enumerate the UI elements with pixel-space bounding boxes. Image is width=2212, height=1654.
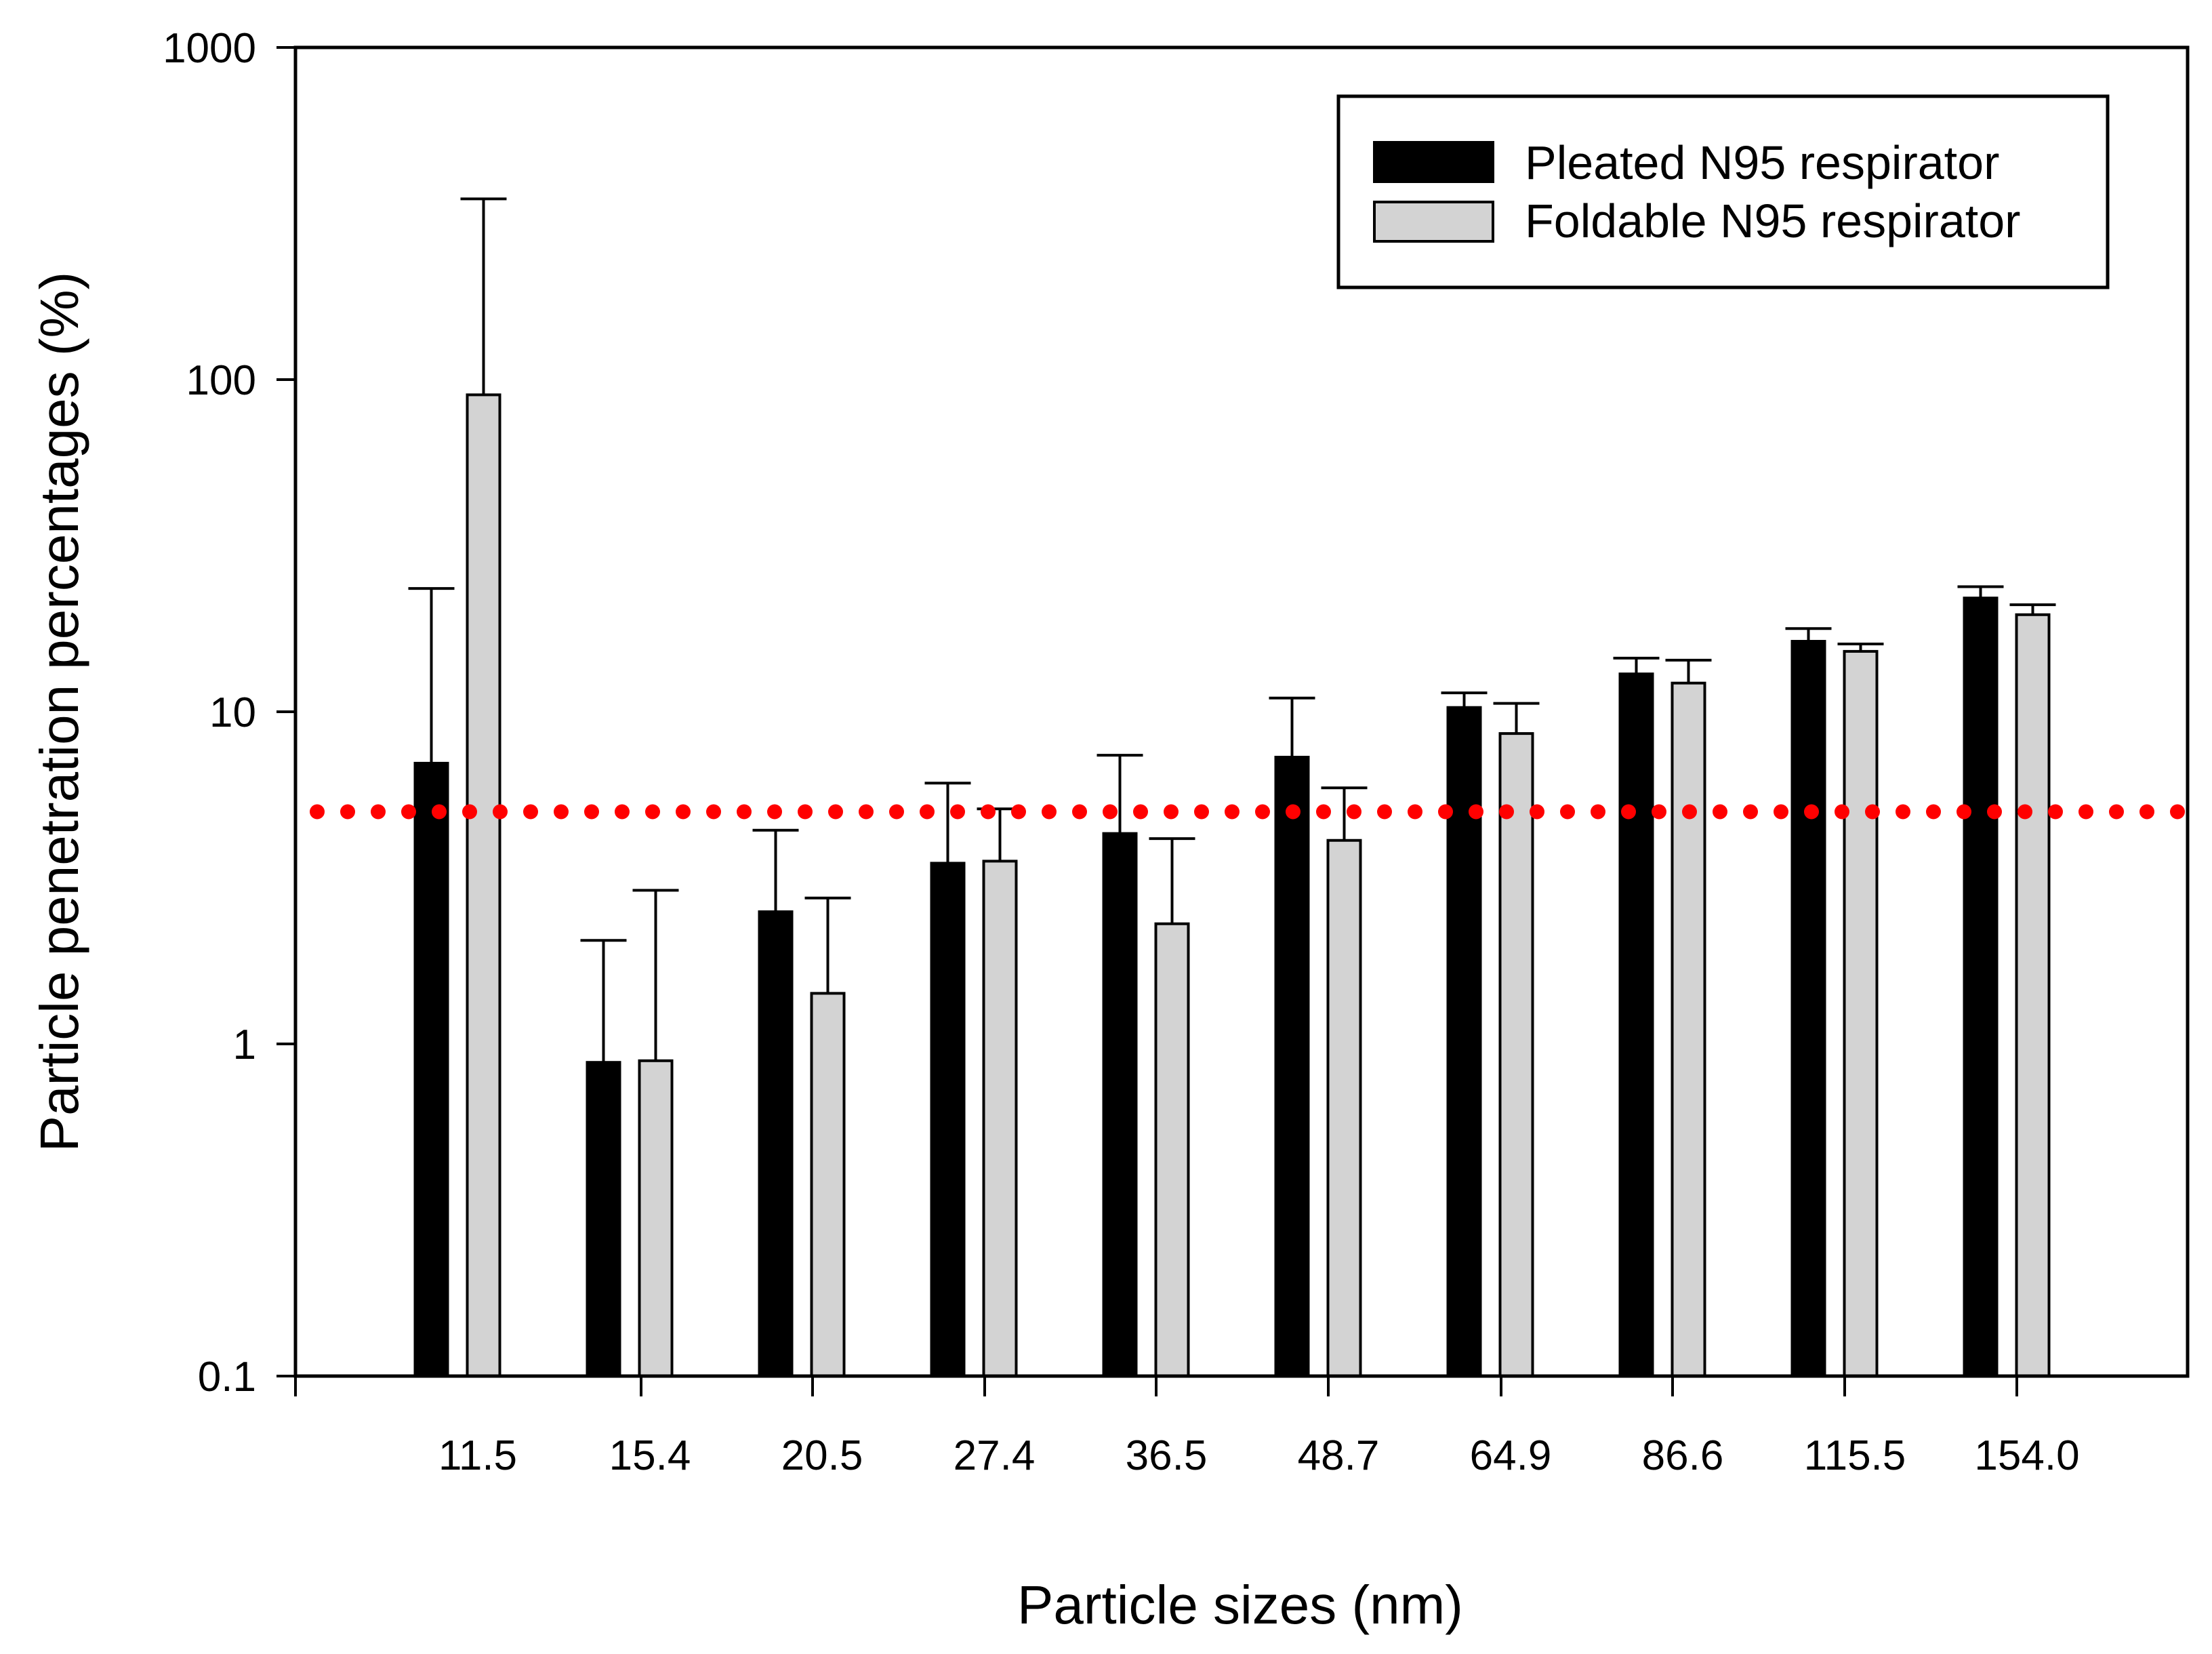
x-tick-label-27.4: 27.4 (954, 1432, 1036, 1479)
bar-pleated-20.5 (758, 910, 794, 1377)
x-tick-label-20.5: 20.5 (781, 1432, 863, 1479)
bar-foldable-86.6 (1671, 681, 1706, 1377)
bar-pleated-115.5 (1790, 640, 1826, 1377)
y-tick-label-3: 100 (186, 357, 256, 404)
y-tick-label-2: 10 (209, 689, 256, 736)
y-tick-label-4: 1000 (163, 25, 256, 72)
legend-swatch-pleated (1373, 141, 1494, 183)
bar-foldable-64.9 (1498, 732, 1534, 1377)
bar-foldable-11.5 (466, 393, 501, 1377)
bar-pleated-27.4 (930, 862, 966, 1377)
bar-pleated-86.6 (1618, 672, 1654, 1378)
y-axis-title: Particle penetration percentages (%) (29, 272, 89, 1152)
bar-pleated-36.5 (1102, 832, 1138, 1377)
legend-swatch-foldable (1373, 201, 1494, 243)
x-tick-label-64.9: 64.9 (1470, 1432, 1552, 1479)
y-tick-label-1: 1 (233, 1022, 256, 1068)
bar-pleated-11.5 (413, 761, 449, 1377)
bar-foldable-154.0 (2015, 613, 2051, 1377)
x-tick-label-154.0: 154.0 (1974, 1432, 2079, 1479)
bar-foldable-27.4 (982, 860, 1018, 1377)
bar-foldable-48.7 (1326, 839, 1362, 1378)
legend: Pleated N95 respirator Foldable N95 resp… (1336, 94, 2110, 289)
bar-foldable-115.5 (1843, 649, 1879, 1378)
x-tick-label-115.5: 115.5 (1804, 1432, 1906, 1479)
x-tick-label-15.4: 15.4 (609, 1432, 691, 1479)
bar-foldable-36.5 (1154, 922, 1190, 1378)
x-tick-label-48.7: 48.7 (1298, 1432, 1380, 1479)
x-tick-label-36.5: 36.5 (1126, 1432, 1208, 1479)
bar-pleated-154.0 (1963, 597, 1999, 1377)
bar-foldable-20.5 (810, 992, 846, 1377)
y-tick-label-0: 0.1 (198, 1354, 256, 1400)
bar-pleated-15.4 (586, 1061, 621, 1377)
x-axis-title: Particle sizes (nm) (1017, 1575, 1463, 1635)
bar-pleated-48.7 (1274, 755, 1310, 1377)
x-tick-label-86.6: 86.6 (1642, 1432, 1724, 1479)
x-tick-label-11.5: 11.5 (438, 1432, 517, 1479)
bar-foldable-15.4 (638, 1059, 674, 1378)
legend-label-foldable: Foldable N95 respirator (1525, 195, 2020, 247)
legend-label-pleated: Pleated N95 respirator (1525, 136, 1999, 189)
legend-box (1336, 94, 2110, 289)
